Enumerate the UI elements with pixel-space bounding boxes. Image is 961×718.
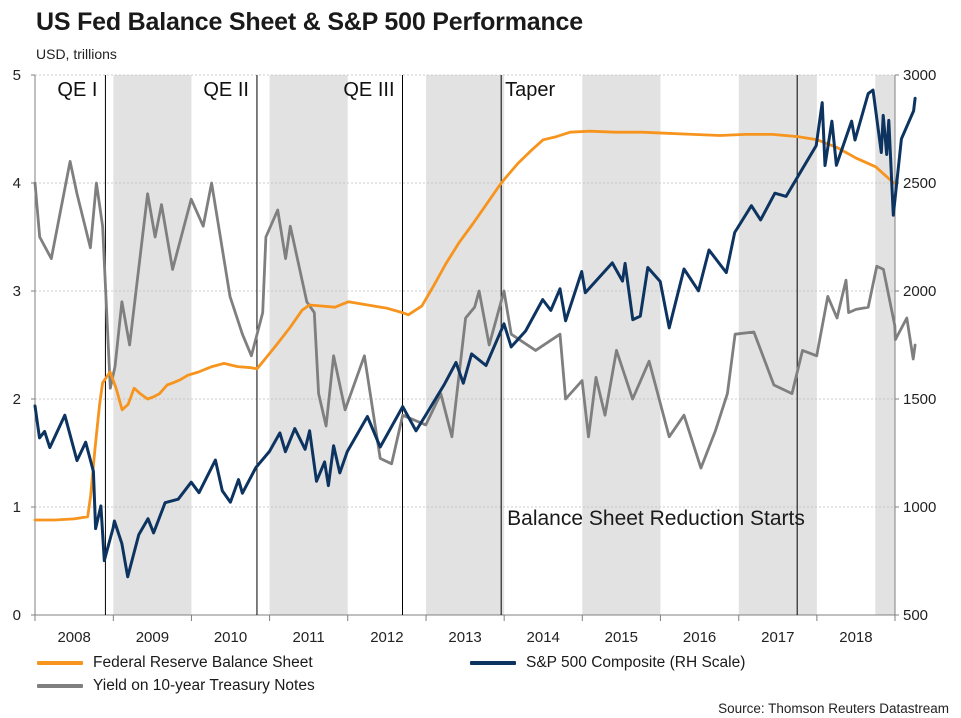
y-right-tick-label: 2000	[903, 283, 936, 300]
series-line-treasury	[33, 160, 917, 470]
annotation-text: Balance Sheet Reduction Starts	[507, 507, 805, 530]
chart-subtitle: USD, trillions	[36, 46, 117, 62]
legend-item-treasury: Yield on 10-year Treasury Notes	[37, 677, 315, 695]
x-tick-label: 2015	[605, 629, 638, 646]
legend-label-treasury: Yield on 10-year Treasury Notes	[93, 677, 315, 694]
y-left-tick-label: 3	[13, 283, 21, 300]
y-left-tick-label: 0	[13, 607, 21, 624]
shaded-band-2018-Q4	[875, 75, 895, 615]
series-line-sp500	[33, 88, 917, 579]
series-line-balance-sheet	[33, 129, 896, 522]
x-tick-label: 2017	[761, 629, 794, 646]
legend-item-sp500: S&P 500 Composite (RH Scale)	[470, 654, 745, 672]
source-note: Source: Thomson Reuters Datastream	[718, 701, 949, 716]
y-left-tick-label: 1	[13, 499, 21, 516]
chart-title: US Fed Balance Sheet & S&P 500 Performan…	[36, 8, 583, 36]
legend-swatch-treasury	[37, 683, 83, 688]
x-tick-label: 2018	[839, 629, 872, 646]
y-right-tick-label: 500	[903, 607, 928, 624]
x-tick-label: 2013	[448, 629, 481, 646]
y-right-tick-label: 1500	[903, 391, 936, 408]
event-label: QE III	[343, 79, 394, 101]
x-tick-label: 2011	[293, 629, 325, 646]
shaded-band-2009	[113, 75, 192, 615]
y-right-tick-label: 2500	[903, 175, 936, 192]
event-label: QE I	[57, 79, 97, 101]
event-label: Taper	[505, 79, 555, 101]
x-tick-label: 2008	[57, 629, 90, 646]
shaded-band-2013	[426, 75, 505, 615]
event-label: QE II	[203, 79, 249, 101]
shaded-band-2017	[738, 75, 817, 615]
x-tick-label: 2016	[683, 629, 716, 646]
x-tick-label: 2009	[136, 629, 169, 646]
legend-item-balance-sheet: Federal Reserve Balance Sheet	[37, 654, 313, 672]
x-tick-label: 2012	[370, 629, 403, 646]
x-tick-label: 2010	[214, 629, 247, 646]
y-left-tick-label: 2	[13, 391, 21, 408]
y-right-tick-label: 3000	[903, 67, 936, 84]
shaded-band-2015	[582, 75, 661, 615]
y-left-tick-label: 5	[13, 67, 21, 84]
legend-label-balance-sheet: Federal Reserve Balance Sheet	[93, 654, 313, 671]
y-left-tick-label: 4	[13, 175, 21, 192]
legend-swatch-balance-sheet	[37, 660, 83, 665]
y-right-tick-label: 1000	[903, 499, 936, 516]
legend-label-sp500: S&P 500 Composite (RH Scale)	[526, 654, 746, 671]
shaded-band-2011	[269, 75, 348, 615]
x-tick-label: 2014	[527, 629, 560, 646]
legend-swatch-sp500	[470, 660, 516, 665]
